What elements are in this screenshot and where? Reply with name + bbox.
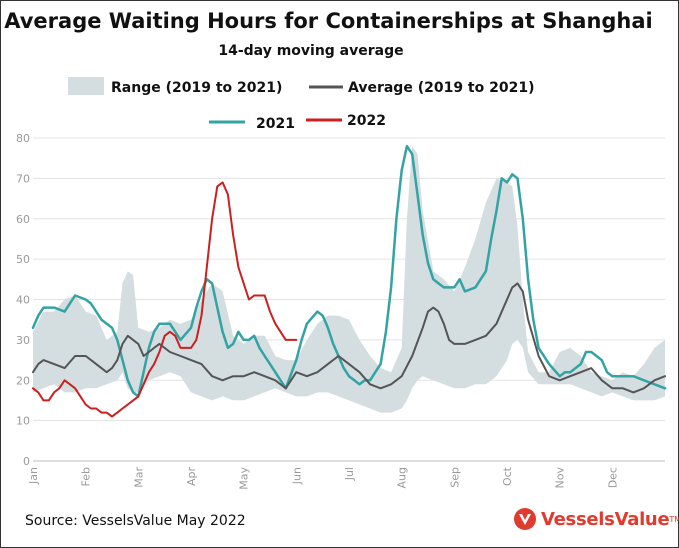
legend-2022-label: 2022	[347, 113, 386, 129]
x-tick-label: Oct	[501, 466, 514, 486]
y-tick-label: 10	[16, 415, 30, 428]
range-band	[33, 146, 665, 413]
brand-name: VesselsValue	[541, 508, 670, 530]
series-line-2022	[32, 181, 298, 418]
y-tick-label: 30	[16, 334, 30, 347]
legend-average-label: Average (2019 to 2021)	[348, 80, 534, 96]
legend-2021-label: 2021	[256, 116, 295, 132]
vesselsvalue-logo-icon	[514, 508, 536, 530]
x-tick-label: Sep	[448, 467, 461, 488]
y-tick-label: 50	[16, 253, 30, 266]
x-tick-label: Feb	[80, 467, 93, 486]
range-band-layer	[33, 146, 665, 413]
series-line-average	[32, 282, 666, 394]
y-tick-label: 60	[16, 213, 30, 226]
legend-range-swatch	[68, 77, 104, 95]
y-tick-label: 20	[16, 374, 30, 387]
series-layer	[31, 144, 667, 418]
source-note: Source: VesselsValue May 2022	[25, 513, 246, 529]
x-tick-label: Mar	[132, 467, 145, 488]
x-tick-label: Nov	[554, 467, 567, 489]
brand-logo: VesselsValue TM	[513, 507, 679, 531]
x-tick-label: Jun	[290, 467, 303, 485]
x-tick-label: Aug	[396, 467, 409, 488]
chart-subtitle: 14-day moving average	[218, 43, 404, 59]
y-tick-label: 0	[23, 455, 30, 468]
series-line-2021	[31, 144, 667, 398]
y-tick-label: 40	[16, 294, 30, 307]
brand-trademark: TM	[669, 514, 679, 524]
legend-range-label: Range (2019 to 2021)	[111, 80, 282, 96]
axis-layer: 0 10 20 30 40 50 60 70 80 Jan Feb Mar Apr May Jun Jul Au…	[16, 132, 665, 490]
x-tick-label: Dec	[606, 467, 619, 488]
chart-title: Average Waiting Hours for Containerships…	[4, 9, 653, 33]
legend: Range (2019 to 2021) Average (2019 to 20…	[68, 77, 534, 132]
x-tick-label: Jan	[27, 467, 40, 485]
y-tick-label: 70	[16, 172, 30, 185]
y-tick-label: 80	[16, 132, 30, 145]
x-tick-label: Jul	[343, 467, 356, 481]
x-tick-label: Apr	[185, 467, 198, 487]
x-tick-label: May	[238, 467, 251, 490]
